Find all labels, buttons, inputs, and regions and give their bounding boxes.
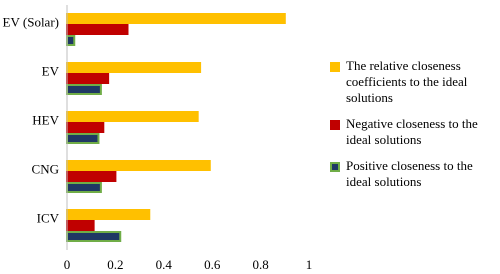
legend-label: The relative closeness coefficients to t… [346, 58, 468, 105]
bar [66, 133, 100, 144]
bar [66, 209, 151, 220]
bar [66, 13, 286, 24]
legend-swatch [330, 162, 340, 172]
bar [66, 73, 110, 84]
legend: The relative closeness coefficients to t… [330, 58, 495, 200]
legend-item: Positive closeness to the ideal solution… [330, 158, 495, 190]
bar [66, 231, 122, 242]
y-tick-label: EV (Solar) [3, 14, 59, 29]
y-tick-label: ICV [37, 210, 60, 225]
bar [66, 171, 117, 182]
bar [66, 220, 95, 231]
x-tick-label: 1 [306, 257, 313, 272]
bar [66, 24, 129, 35]
y-tick-label: HEV [32, 112, 59, 127]
x-tick-label: 0 [64, 257, 71, 272]
x-tick-label: 0.4 [156, 257, 173, 272]
legend-label: Negative closeness to the ideal solution… [346, 116, 478, 147]
bar [66, 35, 76, 46]
y-tick-label: CNG [32, 161, 59, 176]
y-tick-label: EV [42, 63, 60, 78]
bar [66, 182, 102, 193]
x-tick-label: 0.6 [204, 257, 221, 272]
bar [66, 122, 105, 133]
bar [66, 160, 211, 171]
bar [66, 84, 102, 95]
x-tick-label: 0.2 [107, 257, 123, 272]
legend-label: Positive closeness to the ideal solution… [346, 158, 473, 189]
x-tick-label: 0.8 [252, 257, 268, 272]
legend-swatch [330, 120, 340, 130]
legend-swatch [330, 62, 340, 72]
bar [66, 62, 202, 73]
bar [66, 111, 199, 122]
legend-item: The relative closeness coefficients to t… [330, 58, 495, 106]
legend-item: Negative closeness to the ideal solution… [330, 116, 495, 148]
